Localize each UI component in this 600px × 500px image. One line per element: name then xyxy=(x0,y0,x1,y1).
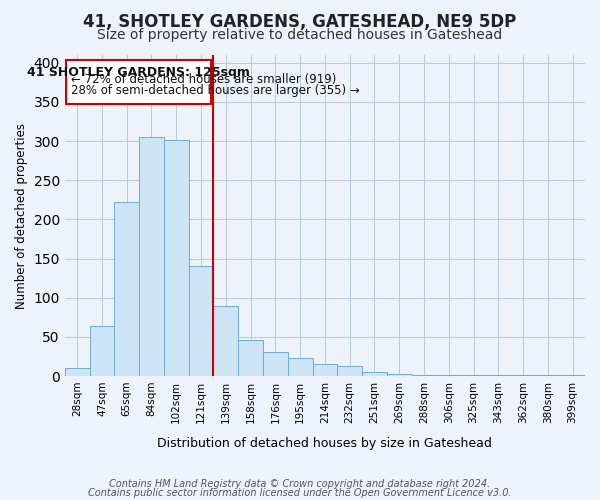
Bar xyxy=(387,374,412,376)
Bar xyxy=(337,366,362,376)
Text: ← 72% of detached houses are smaller (919): ← 72% of detached houses are smaller (91… xyxy=(71,73,337,86)
Bar xyxy=(238,340,263,376)
Bar xyxy=(288,358,313,376)
Bar xyxy=(188,266,214,376)
X-axis label: Distribution of detached houses by size in Gateshead: Distribution of detached houses by size … xyxy=(157,437,493,450)
Bar xyxy=(89,326,115,376)
Bar xyxy=(115,202,139,376)
Bar xyxy=(263,352,288,376)
Bar xyxy=(65,368,89,376)
Bar xyxy=(362,372,387,376)
Text: Size of property relative to detached houses in Gateshead: Size of property relative to detached ho… xyxy=(97,28,503,42)
Text: 41, SHOTLEY GARDENS, GATESHEAD, NE9 5DP: 41, SHOTLEY GARDENS, GATESHEAD, NE9 5DP xyxy=(83,12,517,30)
Bar xyxy=(139,137,164,376)
Text: 41 SHOTLEY GARDENS: 125sqm: 41 SHOTLEY GARDENS: 125sqm xyxy=(27,66,250,79)
Text: 28% of semi-detached houses are larger (355) →: 28% of semi-detached houses are larger (… xyxy=(71,84,360,97)
Bar xyxy=(214,306,238,376)
FancyBboxPatch shape xyxy=(66,60,211,104)
Bar xyxy=(313,364,337,376)
Text: Contains HM Land Registry data © Crown copyright and database right 2024.: Contains HM Land Registry data © Crown c… xyxy=(109,479,491,489)
Text: Contains public sector information licensed under the Open Government Licence v3: Contains public sector information licen… xyxy=(88,488,512,498)
Bar xyxy=(412,374,436,376)
Bar xyxy=(164,140,188,376)
Y-axis label: Number of detached properties: Number of detached properties xyxy=(15,122,28,308)
